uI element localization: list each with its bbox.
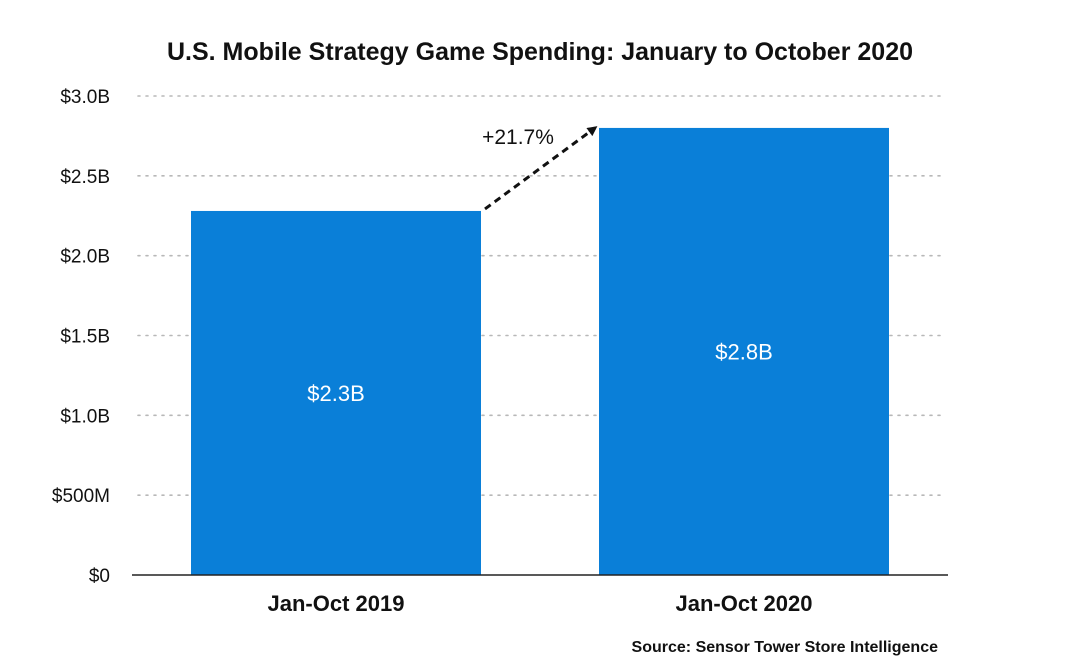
bar-value-labels: $2.3B $2.8B [307,339,773,406]
y-tick-label: $1.5B [60,327,110,348]
gridlines [137,95,943,496]
y-tick-label: $2.0B [60,247,110,268]
source-note: Source: Sensor Tower Store Intelligence [632,639,939,656]
bar-2 [599,127,889,575]
y-axis-ticks: $0 $500M $1.0B $1.5B $2.0B $2.5B $3.0B [52,87,110,587]
bar-value-label: $2.8B [715,339,773,364]
y-tick-label: $500M [52,486,110,507]
bar-value-label: $2.3B [307,381,365,406]
y-tick-label: $2.5B [60,167,110,188]
growth-arrow [484,126,598,211]
x-axis-labels: Jan-Oct 2019 Jan-Oct 2020 [268,591,813,616]
growth-annotation: +21.7% [482,126,554,149]
x-tick-label: Jan-Oct 2019 [268,591,405,616]
y-tick-label: $3.0B [60,87,110,108]
bars [191,127,889,575]
x-tick-label: Jan-Oct 2020 [676,591,813,616]
chart-title: U.S. Mobile Strategy Game Spending: Janu… [167,38,913,66]
bar-1 [191,210,481,575]
y-tick-label: $1.0B [60,406,110,427]
y-tick-label: $0 [89,566,110,587]
